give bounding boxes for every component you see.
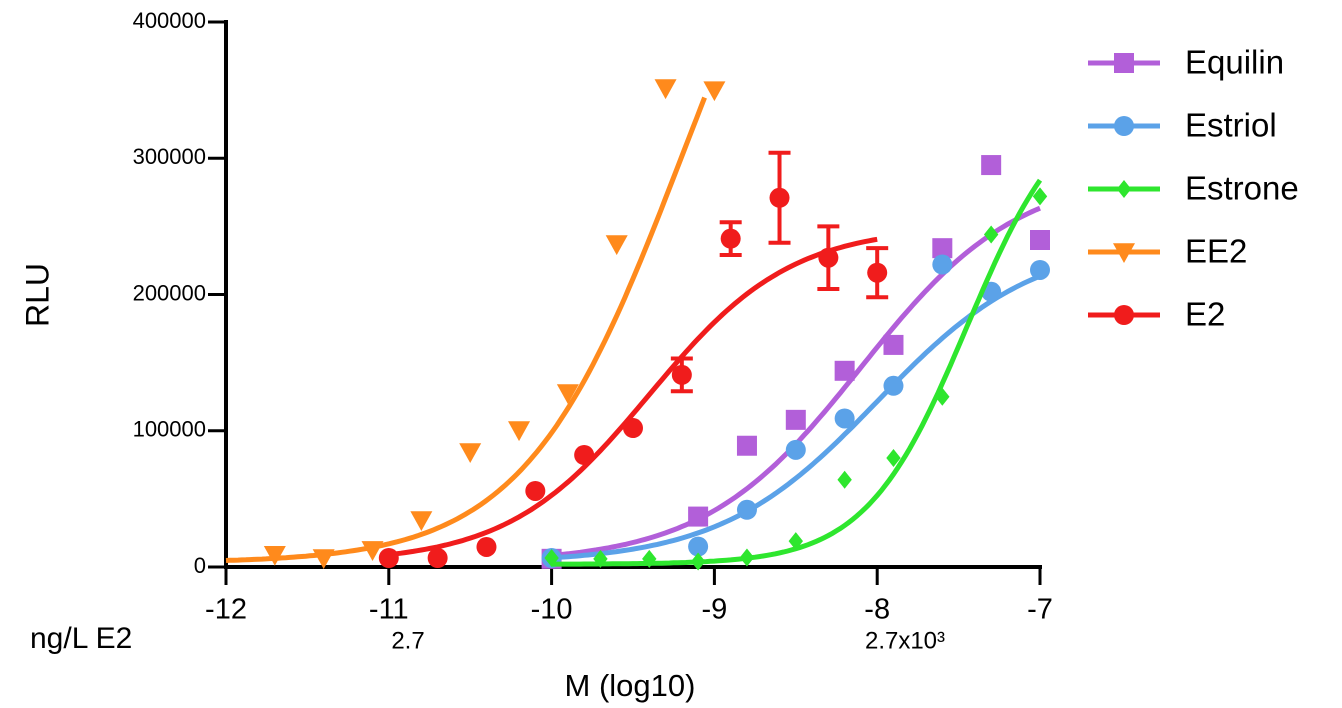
data-point <box>1030 230 1050 250</box>
fit-curve <box>551 273 1041 561</box>
legend-marker <box>1116 180 1132 198</box>
data-point <box>932 254 953 275</box>
x-tick-label: -11 <box>369 594 409 626</box>
data-point <box>736 499 757 520</box>
data-point <box>736 435 757 456</box>
legend-label: Equilin <box>1185 44 1284 81</box>
x-tick-label: -10 <box>531 594 573 626</box>
x-tick-label: -12 <box>205 594 247 626</box>
data-point <box>981 155 1002 176</box>
data-point <box>818 247 839 268</box>
legend-marker <box>1114 305 1134 325</box>
fit-curve <box>388 236 878 558</box>
fit-curve <box>551 205 1041 558</box>
data-point <box>544 549 559 568</box>
data-point <box>688 536 709 557</box>
y-tick-label: 400000 <box>133 8 206 33</box>
legend-label: EE2 <box>1185 233 1247 270</box>
data-point <box>378 548 399 569</box>
data-point <box>688 506 709 527</box>
legend-marker <box>1113 243 1135 263</box>
data-point <box>605 235 628 256</box>
y-tick-label: 300000 <box>133 144 206 169</box>
data-point <box>837 470 852 489</box>
data-point <box>1030 259 1050 280</box>
data-point <box>623 418 643 439</box>
data-point <box>312 549 335 570</box>
data-point <box>935 387 950 406</box>
data-point <box>459 443 482 464</box>
data-point <box>593 549 608 568</box>
legend-label: Estrone <box>1185 170 1299 207</box>
y-tick-label: 100000 <box>133 417 206 442</box>
data-point <box>932 238 953 259</box>
data-point <box>788 532 803 551</box>
x-tick-label: -8 <box>864 594 890 626</box>
legend-label: Estriol <box>1185 107 1277 144</box>
data-point <box>785 439 806 460</box>
data-point <box>1032 187 1048 206</box>
data-point <box>263 545 286 566</box>
data-point <box>525 480 546 501</box>
data-point <box>703 81 726 102</box>
y-tick-label: 0 <box>194 553 206 578</box>
data-point <box>883 375 904 396</box>
data-point <box>983 225 999 244</box>
data-point <box>834 360 855 381</box>
legend-marker <box>1114 116 1134 136</box>
y-axis-title: RLU <box>19 263 55 327</box>
data-point <box>720 228 741 249</box>
annotation: 2.7x10³ <box>865 627 945 654</box>
y-tick-label: 200000 <box>133 280 206 305</box>
x-tick-label: -7 <box>1027 594 1053 626</box>
data-point <box>834 408 855 429</box>
data-point <box>883 334 904 355</box>
data-point <box>574 445 595 466</box>
data-point <box>361 541 384 561</box>
data-point <box>769 187 790 208</box>
data-point <box>671 364 692 385</box>
data-point <box>427 548 448 569</box>
data-point <box>410 511 433 531</box>
data-point <box>739 548 755 567</box>
data-point <box>867 262 888 283</box>
data-point <box>690 552 706 571</box>
annotation: ng/L E2 <box>30 622 132 655</box>
data-point <box>556 384 579 405</box>
legend-label: E2 <box>1185 296 1225 333</box>
data-point <box>785 409 806 430</box>
data-point <box>476 536 497 557</box>
data-point <box>886 449 901 467</box>
x-axis-title: M (log10) <box>565 668 696 703</box>
legend-marker <box>1114 53 1134 73</box>
data-point <box>508 421 531 442</box>
fit-curve <box>225 96 707 563</box>
data-point <box>654 79 677 100</box>
annotation: 2.7 <box>391 627 424 654</box>
x-tick-label: -9 <box>702 594 728 626</box>
data-point <box>642 549 657 568</box>
